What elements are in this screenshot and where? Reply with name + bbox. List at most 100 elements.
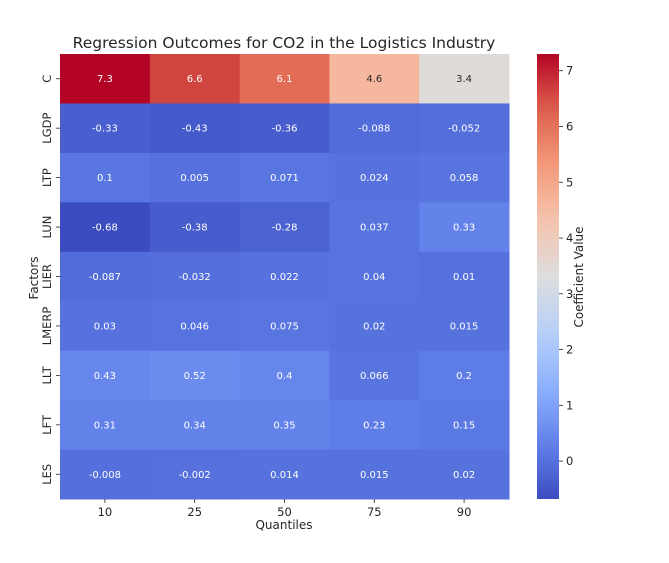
heatmap-cell: [329, 54, 420, 104]
colorbar-tick-label: 4: [566, 231, 573, 245]
cell-value-label: 0.015: [360, 470, 389, 481]
heatmap-cell: [149, 350, 241, 401]
heatmap-cell: [239, 54, 330, 104]
y-tick-label: LES: [40, 464, 54, 485]
cell-value-label: 6.1: [277, 74, 293, 85]
cell-value-label: -0.68: [92, 223, 118, 234]
cell-value-label: 0.014: [270, 470, 299, 481]
cell-value-label: -0.088: [358, 124, 390, 135]
colorbar-tick-label: 0: [566, 454, 573, 468]
cell-value-label: 0.005: [180, 173, 209, 184]
y-axis-label: Factors: [27, 257, 41, 300]
cell-value-label: 0.024: [360, 173, 389, 184]
heatmap-cell: [60, 449, 151, 500]
cell-value-label: 0.04: [363, 272, 385, 283]
heatmap-cell: [60, 152, 151, 203]
heatmap-cell: [329, 152, 420, 203]
colorbar-tick-label: 6: [566, 119, 573, 133]
y-tick-label: LTP: [40, 168, 54, 187]
cell-value-label: -0.032: [179, 272, 211, 283]
y-tick-label: LUN: [40, 216, 54, 239]
cell-value-label: 0.34: [184, 420, 206, 431]
cell-value-label: -0.38: [182, 223, 208, 234]
cell-value-label: 7.3: [97, 74, 113, 85]
cell-value-label: -0.008: [89, 470, 121, 481]
y-tick-label: LMERP: [40, 307, 54, 346]
cell-value-label: 0.01: [453, 272, 475, 283]
colorbar-ticks: 0 1 2 3 4 5 6 7: [559, 64, 573, 468]
heatmap-cell: [419, 301, 510, 352]
cell-value-label: -0.36: [272, 124, 298, 135]
heatmap-cell: [239, 350, 330, 401]
heatmap-cell: [60, 301, 151, 352]
cell-value-label: 0.31: [94, 420, 116, 431]
heatmap-cell: [149, 54, 241, 104]
cell-value-label: -0.002: [179, 470, 211, 481]
heatmap-cell: [419, 103, 510, 154]
x-tick-label: 75: [367, 505, 382, 519]
y-tick-label: LLT: [40, 365, 54, 384]
heatmap-cell: [60, 103, 151, 154]
cell-value-label: -0.087: [89, 272, 121, 283]
x-tick-label: 10: [98, 505, 113, 519]
cell-value-label: 0.2: [456, 371, 472, 382]
cell-value-label: 0.15: [453, 420, 475, 431]
heatmap-cell: [419, 251, 510, 302]
cell-value-label: 0.52: [184, 371, 206, 382]
heatmap-cell: [149, 152, 241, 203]
heatmap-cell: [239, 202, 330, 253]
cell-value-label: -0.43: [182, 124, 208, 135]
cell-value-label: -0.33: [92, 124, 118, 135]
colorbar-label: Coefficient Value: [572, 226, 586, 327]
heatmap-cell: [60, 202, 151, 253]
heatmap-cell: [419, 152, 510, 203]
x-axis-label: Quantiles: [255, 518, 312, 532]
heatmap-cells: 7.3 6.6 6.1 4.6 3.4 -0.33 -0.43 -0.36 -0.088 -0.0…: [60, 54, 510, 500]
heatmap-cell: [239, 449, 330, 500]
heatmap-cell: [149, 251, 241, 302]
cell-value-label: 0.022: [270, 272, 299, 283]
cell-value-label: 0.4: [277, 371, 293, 382]
heatmap-cell: [60, 400, 151, 451]
colorbar-tick-label: 7: [566, 64, 573, 78]
cell-value-label: 0.35: [273, 420, 295, 431]
heatmap-cell: [419, 449, 510, 500]
colorbar-tick-label: 5: [566, 175, 573, 189]
heatmap-cell: [149, 301, 241, 352]
heatmap-cell: [60, 350, 151, 401]
cell-value-label: 0.066: [360, 371, 389, 382]
x-tick-label: 25: [187, 505, 202, 519]
heatmap-cell: [329, 400, 420, 451]
cell-value-label: 0.03: [94, 321, 116, 332]
cell-value-label: -0.052: [448, 124, 480, 135]
cell-value-label: 0.071: [270, 173, 299, 184]
heatmap-cell: [60, 54, 151, 104]
heatmap-cell: [239, 301, 330, 352]
heatmap-cell: [239, 103, 330, 154]
colorbar: [537, 54, 559, 499]
heatmap-cell: [419, 400, 510, 451]
heatmap-cell: [329, 251, 420, 302]
cell-value-label: 3.4: [456, 74, 472, 85]
colorbar-tick-label: 3: [566, 287, 573, 301]
cell-value-label: 0.43: [94, 371, 116, 382]
heatmap-cell: [149, 449, 241, 500]
heatmap-cell: [329, 301, 420, 352]
heatmap-cell: [419, 202, 510, 253]
cell-value-label: 4.6: [366, 74, 382, 85]
heatmap-cell: [329, 350, 420, 401]
y-tick-label: LGDP: [40, 113, 54, 144]
x-tick-label: 50: [277, 505, 292, 519]
y-axis-ticks: C LGDP LTP LUN LIER LMERP LLT LFT LES: [40, 75, 60, 485]
cell-value-label: 0.33: [453, 223, 475, 234]
cell-value-label: 0.046: [180, 321, 209, 332]
y-tick-label: C: [40, 75, 54, 83]
colorbar-tick-label: 1: [566, 398, 573, 412]
heatmap-cell: [60, 251, 151, 302]
cell-value-label: 0.037: [360, 223, 389, 234]
y-tick-label: LIER: [40, 264, 54, 289]
heatmap-cell: [149, 202, 241, 253]
cell-value-label: 0.02: [363, 321, 385, 332]
y-tick-label: LFT: [40, 414, 54, 435]
